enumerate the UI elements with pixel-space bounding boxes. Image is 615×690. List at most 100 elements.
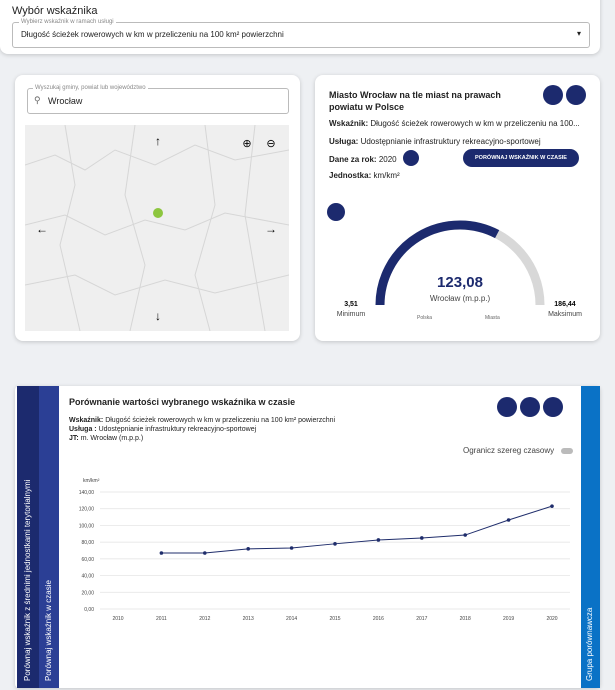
- detail-row: Usługa : Udostępnianie infrastruktury re…: [69, 425, 335, 434]
- line-chart: km/km² 0,00 20,00 40,00 60,00 80,00 100,00 120,…: [79, 478, 570, 622]
- info-row: Wskaźnik: Długość ścieżek rowerowych w k…: [329, 119, 580, 128]
- tab[interactable]: Porównaj wskaźnik w czasie: [39, 386, 59, 688]
- detail-row: JT: m. Wrocław (m.p.p.): [69, 434, 335, 443]
- data-point: [246, 547, 250, 551]
- detail-value: Długość ścieżek rowerowych w km w przeli…: [105, 417, 336, 424]
- share-button[interactable]: [566, 85, 586, 105]
- zoom-out[interactable]: ⊖: [266, 138, 275, 150]
- x-tick-label: 2017: [416, 616, 427, 622]
- map[interactable]: ↑ ↓ ← → ⊕ ⊖: [25, 125, 289, 331]
- search-input[interactable]: Wyszukaj gminy, powiat lub województwo ⚲…: [27, 85, 289, 114]
- indicator-panel: Wybór wskaźnika Wybierz wskaźnik w ramac…: [0, 0, 600, 54]
- detail-value: Udostępnianie infrastruktury rekreacyjno…: [98, 426, 257, 433]
- search-value: Wrocław: [48, 96, 83, 106]
- toggle-switch[interactable]: [561, 448, 573, 454]
- map-pin: [153, 208, 163, 218]
- pan-down[interactable]: ↓: [155, 309, 161, 323]
- pan-up[interactable]: ↑: [155, 134, 161, 148]
- data-point: [376, 538, 381, 542]
- gauge-caption: Wrocław (m.p.p.): [430, 294, 491, 303]
- info-row: Jednostka: km/km²: [329, 171, 400, 180]
- y-tick-label: 80,00: [81, 540, 94, 546]
- info-title: Miasto Wrocław na tle miast na prawach p…: [329, 90, 501, 112]
- toggle-label: Ogranicz szereg czasowy: [463, 446, 555, 455]
- row-label: Wskaźnik:: [329, 119, 369, 128]
- gauge-max: 186,44: [554, 301, 576, 308]
- select-label: Wybierz wskaźnik w ramach usługi: [19, 19, 116, 25]
- gauge-max-caption: Maksimum: [548, 311, 582, 318]
- x-tick-label: 2013: [243, 616, 254, 622]
- indicator-select[interactable]: Wybierz wskaźnik w ramach usługi Długość…: [12, 19, 590, 48]
- data-point: [203, 551, 207, 555]
- detail-label: JT:: [69, 435, 79, 442]
- gauge-legend: Polska: [417, 315, 432, 321]
- info-panel: Miasto Wrocław na tle miast na prawach p…: [315, 75, 600, 341]
- gauge-min: 3,51: [344, 301, 358, 308]
- gauge-legend: Miasta: [485, 315, 500, 321]
- compare-button[interactable]: PORÓWNAJ WSKAŹNIK W CZASIE: [463, 149, 579, 167]
- table-button[interactable]: [543, 85, 563, 105]
- comparison-panel: Porównaj wskaźnik z średnimi jednostkami…: [15, 386, 600, 688]
- data-point: [333, 542, 337, 546]
- info-row: Usługa: Udostępnianie infrastruktury rek…: [329, 137, 541, 146]
- y-tick-label: 0,00: [84, 607, 94, 613]
- y-tick-label: 60,00: [81, 557, 94, 563]
- row-value: Długość ścieżek rowerowych w km w przeli…: [370, 119, 580, 128]
- comparison-details: Wskaźnik: Długość ścieżek rowerowych w k…: [69, 416, 335, 443]
- detail-label: Usługa :: [69, 426, 97, 433]
- detail-value: m. Wrocław (m.p.p.): [80, 435, 144, 442]
- row-label: Usługa:: [329, 137, 359, 146]
- edit-year-button[interactable]: [403, 150, 419, 166]
- pan-left[interactable]: ←: [36, 222, 48, 236]
- data-point: [289, 546, 294, 550]
- y-tick-label: 140,00: [79, 490, 95, 496]
- table-button[interactable]: [497, 397, 517, 417]
- x-tick-label: 2011: [156, 616, 167, 622]
- share-button[interactable]: [520, 397, 540, 417]
- map-background: [25, 125, 289, 331]
- gauge: 123,08 Wrocław (m.p.p.) 3,51 Minimum 186…: [337, 220, 582, 321]
- search-icon: ⚲: [34, 95, 41, 105]
- data-line: [161, 505, 553, 554]
- zoom-in[interactable]: ⊕: [242, 138, 251, 150]
- data-point: [159, 551, 164, 555]
- row-value: 2020: [378, 155, 397, 164]
- gauge-bar: [375, 220, 500, 306]
- layers-button[interactable]: [327, 203, 345, 221]
- y-tick-label: 120,00: [79, 507, 95, 513]
- detail-label: Wskaźnik:: [69, 417, 104, 424]
- right-tab[interactable]: Grupa porównawcza: [581, 386, 600, 688]
- select-value: Długość ścieżek rowerowych w km w przeli…: [21, 30, 284, 39]
- data-point: [420, 536, 424, 540]
- tab[interactable]: Porównaj wskaźnik z średnimi jednostkami…: [17, 386, 39, 688]
- x-tick-label: 2012: [199, 616, 210, 622]
- y-tick-label: 20,00: [81, 590, 94, 596]
- data-point: [463, 533, 468, 537]
- data-point: [506, 518, 511, 522]
- map-borders: [25, 125, 289, 331]
- x-tick-label: 2014: [286, 616, 297, 622]
- row-label: Dane za rok:: [329, 155, 377, 164]
- fullscreen-button[interactable]: [543, 397, 563, 417]
- x-tick-label: 2020: [546, 616, 557, 622]
- data-point: [550, 504, 554, 508]
- select-arrow: ▾: [576, 29, 581, 38]
- detail-row: Wskaźnik: Długość ścieżek rowerowych w k…: [69, 416, 335, 425]
- x-tick-label: 2010: [112, 616, 123, 622]
- pan-right[interactable]: →: [265, 222, 277, 236]
- x-tick-label: 2015: [329, 616, 340, 622]
- info-row: Dane za rok: 2020: [329, 155, 397, 164]
- x-tick-label: 2018: [460, 616, 471, 622]
- gauge-value: 123,08: [437, 274, 483, 291]
- row-value: km/km²: [373, 171, 400, 180]
- x-tick-label: 2019: [503, 616, 514, 622]
- row-value: Udostępnianie infrastruktury rekreacyjno…: [360, 137, 541, 146]
- panel-title: Wybór wskaźnika: [12, 5, 98, 17]
- gauge-min-caption: Minimum: [337, 311, 366, 318]
- y-axis-label: km/km²: [83, 478, 100, 484]
- y-tick-label: 100,00: [79, 523, 95, 529]
- search-label: Wyszukaj gminy, powiat lub województwo: [33, 85, 148, 91]
- x-tick-label: 2016: [373, 616, 384, 622]
- map-panel: Wyszukaj gminy, powiat lub województwo ⚲…: [15, 75, 300, 341]
